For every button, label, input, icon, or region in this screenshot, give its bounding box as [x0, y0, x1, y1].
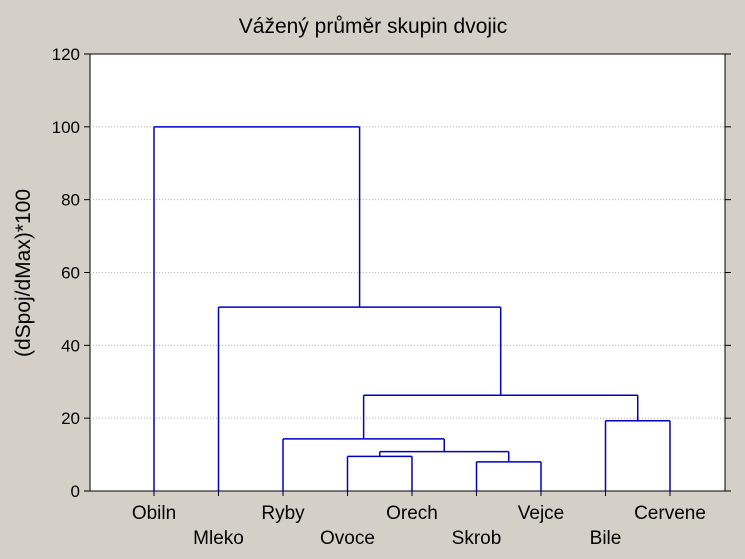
y-tick-label: 40	[61, 336, 80, 355]
leaf-label-mleko: Mleko	[193, 528, 244, 549]
chart-title: Vážený průměr skupin dvojic	[239, 15, 507, 38]
y-tick-label: 20	[61, 409, 80, 428]
y-tick-label: 100	[52, 118, 80, 137]
leaf-label-cervene: Cervene	[634, 503, 706, 524]
y-tick-label: 80	[61, 191, 80, 210]
leaf-label-ovoce: Ovoce	[320, 528, 375, 549]
leaf-label-ryby: Ryby	[261, 503, 305, 524]
y-axis-label: (dSpoj/dMax)*100	[12, 189, 35, 357]
leaf-label-obiln: Obiln	[132, 503, 176, 524]
y-axis: 0 20 40 60 80 100 120	[52, 45, 731, 501]
leaf-label-vejce: Vejce	[518, 503, 564, 524]
plot-area	[89, 53, 726, 492]
y-tick-label: 60	[61, 264, 80, 283]
x-axis-leaf-labels: Obiln Mleko Ryby Ovoce Orech Skrob Vejce Bile Ce…	[132, 491, 706, 549]
y-tick-label: 0	[71, 482, 80, 501]
leaf-label-skrob: Skrob	[452, 528, 502, 549]
y-tick-label: 120	[52, 45, 80, 64]
dendrogram-branches	[153, 126, 671, 491]
leaf-label-bile: Bile	[590, 528, 622, 549]
leaf-label-orech: Orech	[386, 503, 438, 524]
